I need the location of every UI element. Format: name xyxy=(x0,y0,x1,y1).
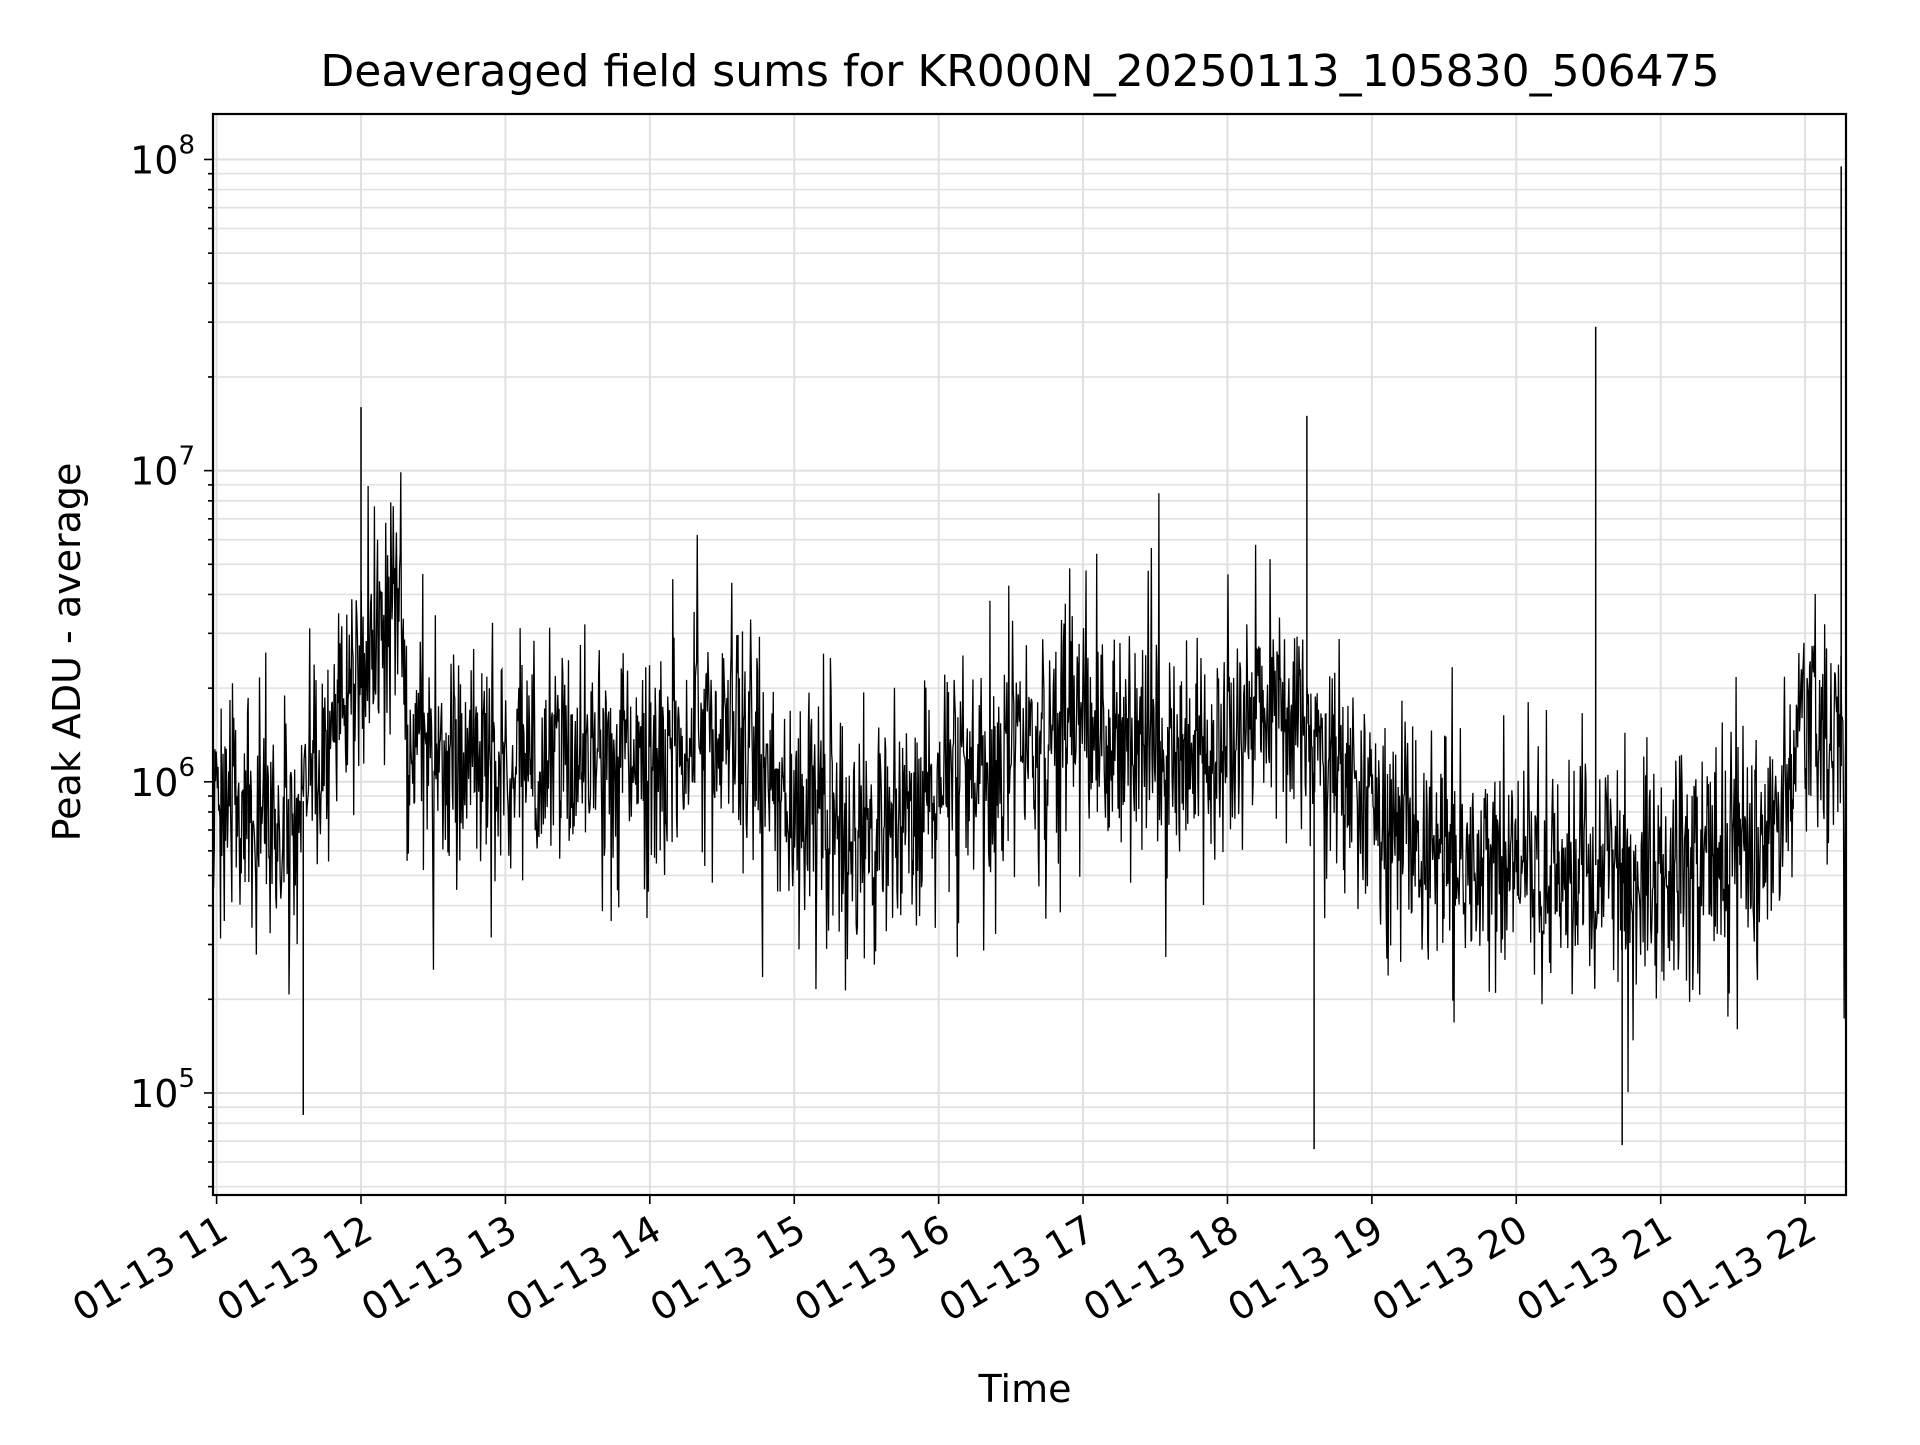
y-tick-base: 10 xyxy=(130,450,178,494)
chart-title: Deaveraged field sums for KR000N_2025011… xyxy=(320,46,1719,97)
y-tick-exponent: 7 xyxy=(178,442,195,472)
y-tick-base: 10 xyxy=(130,138,178,182)
y-tick-exponent: 8 xyxy=(178,130,195,160)
x-axis-label: Time xyxy=(978,1367,1072,1411)
y-tick-base: 10 xyxy=(130,1072,178,1116)
y-axis-label: Peak ADU - average xyxy=(45,463,89,842)
y-tick-exponent: 5 xyxy=(178,1064,195,1094)
y-tick-base: 10 xyxy=(130,761,178,805)
chart-container: 105 106 107 108 01-13 11 01-13 12 01-13 13 01-1… xyxy=(0,0,1920,1440)
y-tick-exponent: 6 xyxy=(178,753,195,783)
chart-svg: 10510610710801-13 1101-13 1201-13 1301-1… xyxy=(0,0,1920,1440)
